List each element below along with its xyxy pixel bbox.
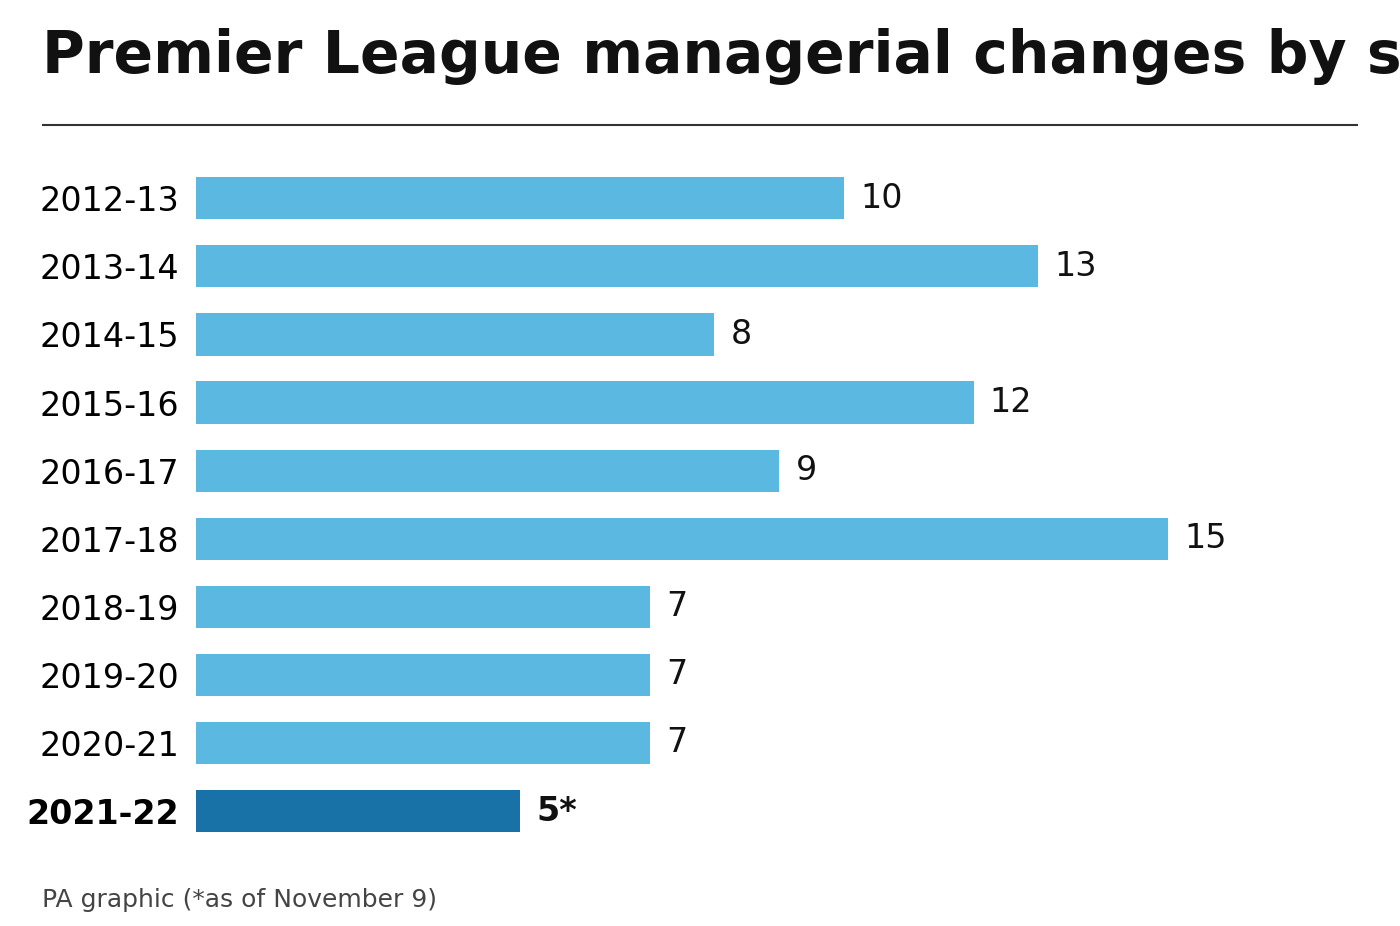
Text: 12: 12 xyxy=(990,386,1032,419)
Text: 15: 15 xyxy=(1184,522,1226,556)
Text: 13: 13 xyxy=(1054,250,1098,282)
Text: 9: 9 xyxy=(795,454,816,487)
Bar xyxy=(196,654,650,696)
Bar xyxy=(196,449,780,492)
Text: 7: 7 xyxy=(666,590,687,623)
Text: 10: 10 xyxy=(860,181,903,215)
Bar xyxy=(196,790,519,832)
Bar xyxy=(196,382,973,423)
Bar xyxy=(196,177,844,219)
Bar xyxy=(196,722,650,764)
Text: PA graphic (*as of November 9): PA graphic (*as of November 9) xyxy=(42,888,437,912)
Bar xyxy=(196,313,714,356)
Text: 7: 7 xyxy=(666,658,687,692)
Text: 5*: 5* xyxy=(536,795,577,828)
Bar xyxy=(196,245,1039,287)
Text: Premier League managerial changes by season: Premier League managerial changes by sea… xyxy=(42,28,1400,85)
Bar xyxy=(196,518,1168,560)
Text: 7: 7 xyxy=(666,727,687,759)
Bar xyxy=(196,585,650,628)
Text: 8: 8 xyxy=(731,318,752,351)
